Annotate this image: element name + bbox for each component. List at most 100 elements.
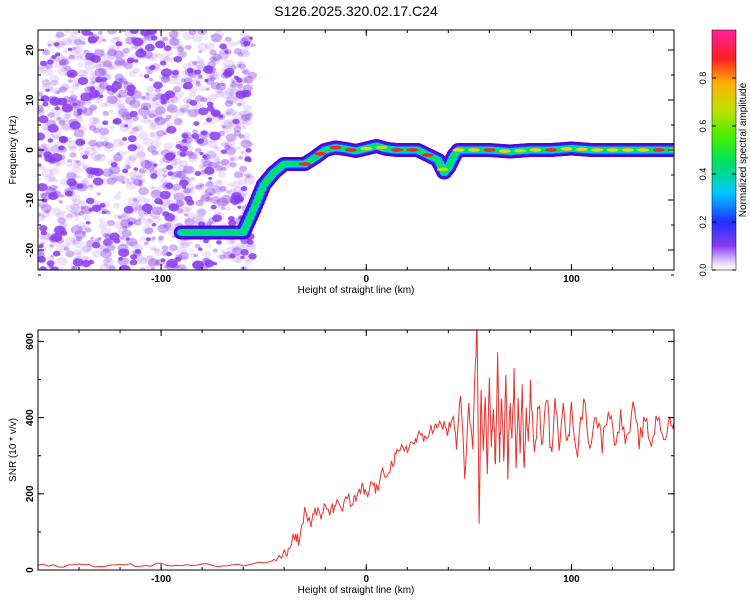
noise-dot — [62, 33, 68, 37]
noise-dot — [48, 236, 55, 241]
noise-dot — [132, 126, 140, 133]
noise-dot — [182, 81, 193, 90]
noise-dot — [125, 36, 135, 45]
noise-dot — [183, 77, 193, 84]
noise-dot — [154, 41, 159, 45]
noise-dot — [209, 71, 221, 80]
noise-dot — [237, 205, 242, 209]
colorbar-gradient — [711, 29, 737, 271]
noise-dot — [216, 179, 222, 184]
noise-dot — [38, 256, 47, 263]
noise-dot — [86, 83, 97, 92]
noise-dot — [230, 82, 238, 88]
noise-dot — [64, 187, 74, 195]
noise-dot — [225, 133, 237, 142]
noise-dot — [73, 30, 83, 35]
noise-dot — [66, 171, 77, 180]
noise-dot — [165, 114, 172, 120]
noise-dot — [124, 150, 129, 154]
noise-dot — [120, 51, 129, 58]
noise-dot — [82, 214, 91, 221]
noise-dot — [240, 186, 248, 192]
noise-dot — [175, 108, 185, 117]
noise-dot — [58, 145, 65, 151]
noise-dot — [233, 125, 242, 133]
ridge-peak — [637, 148, 650, 152]
noise-dot — [45, 78, 50, 83]
noise-dot — [71, 46, 76, 51]
noise-dot — [67, 47, 73, 52]
noise-dot — [160, 193, 170, 201]
noise-dot — [192, 186, 197, 190]
noise-dot — [61, 67, 67, 72]
spectrogram-x-label: Height of straight line (km) — [298, 285, 415, 296]
noise-dot — [164, 90, 176, 99]
noise-dot — [179, 30, 185, 33]
noise-dot — [222, 59, 235, 69]
noise-dot — [134, 203, 144, 211]
noise-dot — [143, 242, 149, 247]
noise-dot — [217, 171, 226, 178]
noise-dot — [60, 98, 67, 104]
ridge-peak — [298, 162, 311, 166]
noise-dot — [74, 251, 83, 258]
noise-dot — [231, 180, 241, 189]
ridge-peak — [575, 147, 588, 152]
noise-dot — [163, 222, 175, 232]
noise-dot — [147, 119, 155, 125]
noise-dot — [146, 218, 153, 224]
noise-dot — [200, 190, 212, 199]
noise-dot — [182, 62, 192, 70]
noise-dot — [73, 217, 79, 222]
noise-dot — [221, 167, 227, 172]
noise-dot — [164, 152, 176, 161]
noise-dot — [184, 136, 193, 144]
noise-dot — [237, 188, 249, 198]
noise-dot — [178, 44, 187, 50]
noise-dot — [58, 86, 67, 93]
noise-dot — [165, 182, 174, 190]
noise-dot — [108, 174, 116, 180]
noise-dot — [141, 30, 153, 36]
noise-dot — [40, 230, 48, 236]
noise-dot — [147, 110, 157, 118]
noise-dot — [239, 110, 249, 118]
noise-dot — [106, 219, 115, 227]
colorbar-tick-label: 0.2 — [698, 216, 708, 229]
snr-y-tick-label: 600 — [25, 333, 36, 350]
noise-dot — [68, 181, 79, 190]
ridge-blob — [255, 195, 262, 200]
noise-dot — [38, 145, 48, 154]
noise-dot — [97, 79, 102, 83]
noise-dot — [146, 85, 156, 93]
noise-dot — [145, 237, 151, 242]
noise-dot — [178, 107, 186, 113]
noise-dot — [129, 127, 138, 134]
noise-dot — [165, 160, 170, 164]
noise-dot — [70, 236, 81, 245]
noise-dot — [172, 38, 181, 45]
noise-dot — [54, 34, 62, 40]
noise-dot — [192, 60, 198, 66]
noise-dot — [220, 159, 233, 169]
noise-dot — [207, 61, 216, 69]
noise-dot — [47, 138, 54, 143]
noise-dot — [132, 176, 144, 186]
noise-dot — [89, 73, 101, 83]
spectrogram-y-tick-label: -20 — [25, 242, 36, 257]
noise-dot — [161, 167, 168, 173]
noise-dot — [212, 160, 219, 166]
noise-dot — [100, 81, 105, 86]
noise-dot — [236, 61, 242, 66]
ridge-peak — [621, 148, 634, 152]
noise-dot — [205, 196, 212, 202]
noise-dot — [125, 237, 130, 241]
noise-dot — [220, 158, 230, 166]
noise-dot — [144, 66, 150, 70]
noise-dot — [169, 95, 179, 103]
noise-dot — [118, 78, 128, 85]
noise-dot — [221, 141, 229, 148]
noise-dot — [148, 264, 156, 270]
noise-dot — [101, 210, 107, 215]
noise-dot — [180, 107, 190, 115]
